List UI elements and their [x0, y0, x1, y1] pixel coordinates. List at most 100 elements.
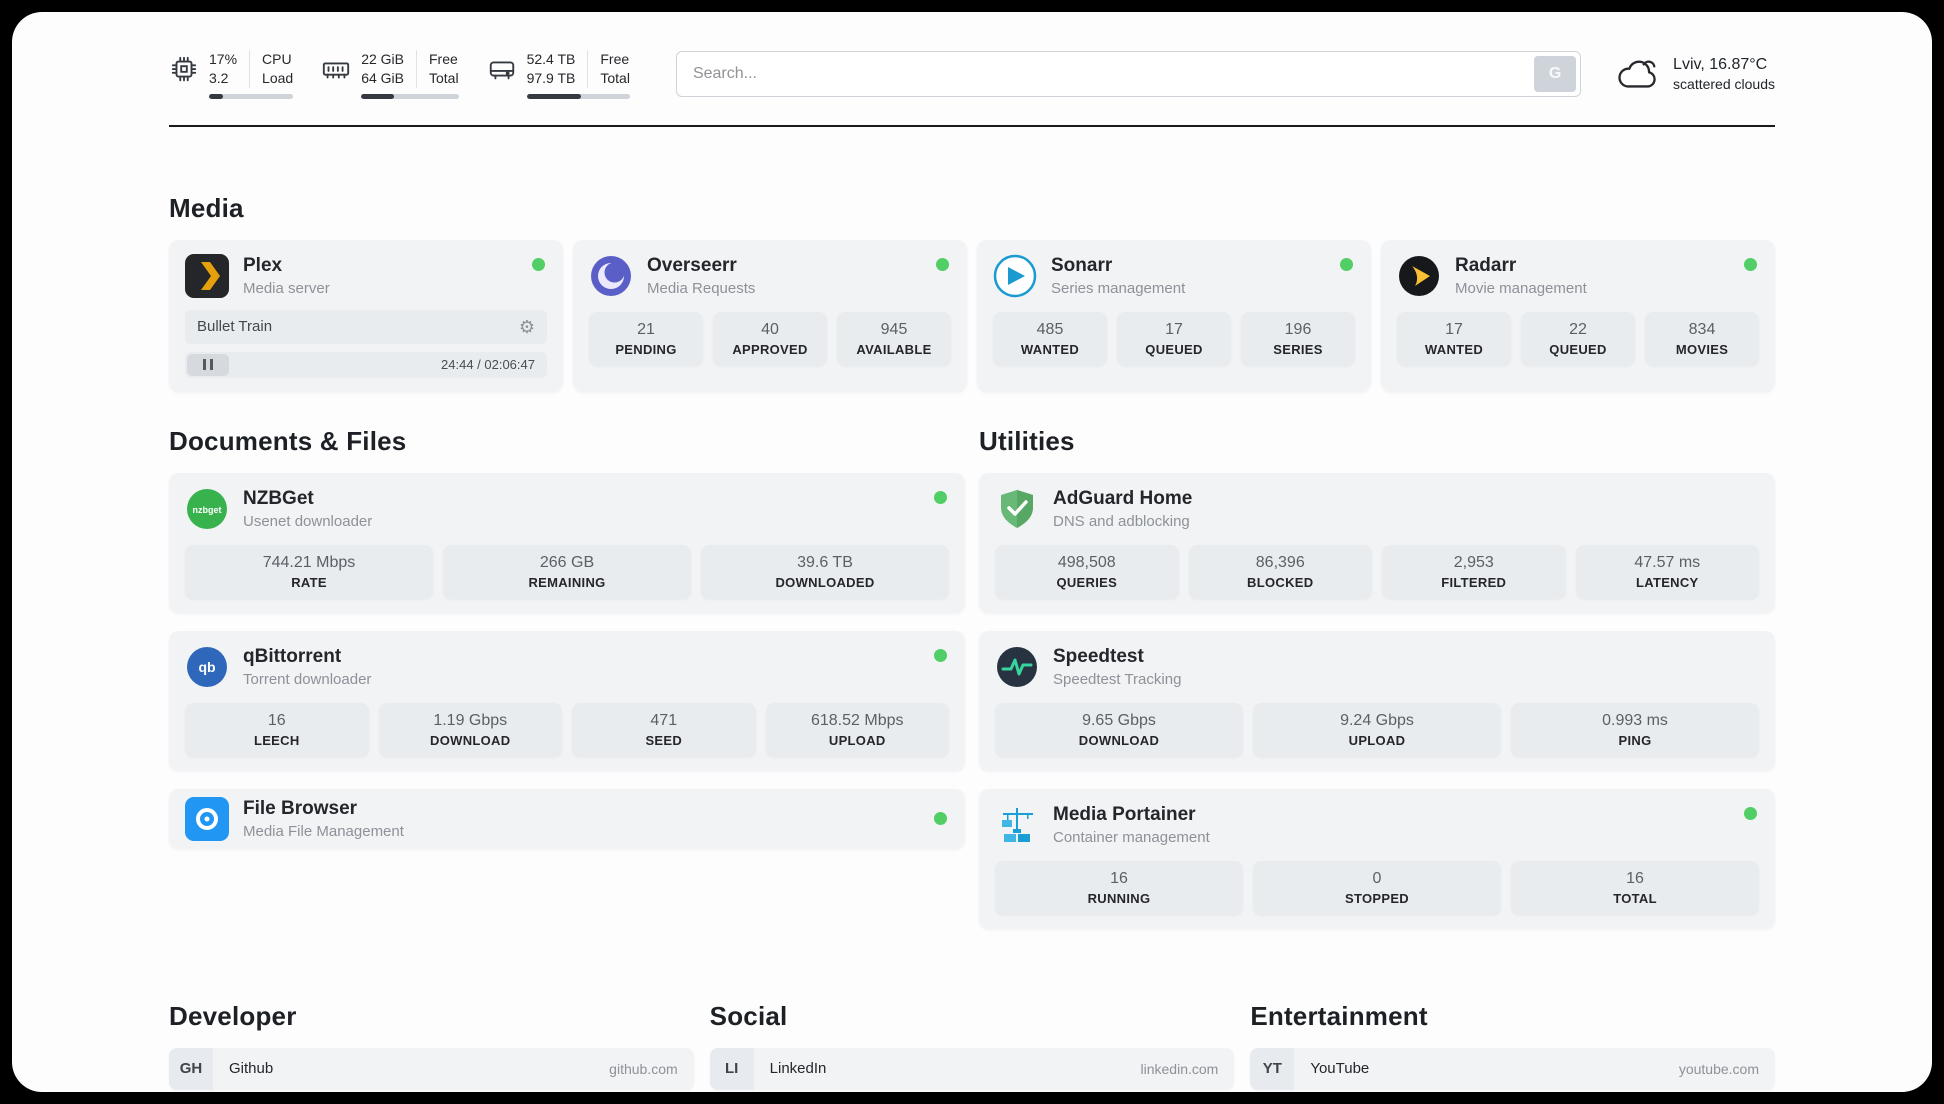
app-card-sonarr[interactable]: Sonarr Series management 485 WANTED 17 Q… — [977, 239, 1371, 392]
stat-label: TOTAL — [1613, 890, 1657, 906]
plex-icon — [185, 253, 229, 298]
app-subtitle: Speedtest Tracking — [1053, 670, 1182, 688]
stat-box: 39.6 TB DOWNLOADED — [701, 544, 949, 599]
app-title: AdGuard Home — [1053, 487, 1193, 509]
status-dot — [532, 257, 545, 271]
stat-box: 17 QUEUED — [1117, 311, 1231, 366]
app-subtitle: Usenet downloader — [243, 512, 373, 530]
app-card-radarr[interactable]: Radarr Movie management 17 WANTED 22 QUE… — [1381, 239, 1775, 392]
stat-value: 17 — [1165, 320, 1183, 338]
stat-box: 498,508 QUERIES — [995, 544, 1179, 599]
status-dot — [934, 648, 947, 662]
app-title: Plex — [243, 254, 283, 276]
stat-box: 485 WANTED — [993, 311, 1107, 366]
ram-meter: 22 GiB 64 GiB Free Total — [321, 50, 459, 99]
link-url: youtube.com — [1678, 1060, 1759, 1077]
link-name: LinkedIn — [769, 1060, 827, 1078]
disk-progress-bar — [526, 93, 630, 99]
app-subtitle: Container management — [1053, 828, 1210, 846]
section-title-social: Social — [709, 1000, 788, 1031]
app-title: qBittorrent — [243, 645, 342, 667]
stat-box: 834 MOVIES — [1645, 311, 1759, 366]
radarr-icon — [1397, 254, 1441, 298]
stat-value: 39.6 TB — [797, 553, 853, 571]
playback-progress-bar[interactable]: 24:44 / 02:06:47 — [185, 351, 547, 378]
link-youtube[interactable]: YT YouTube youtube.com — [1250, 1047, 1775, 1090]
pause-icon[interactable] — [187, 353, 229, 376]
cpu-progress-fill — [209, 93, 224, 99]
status-dot — [1744, 806, 1757, 820]
app-card-plex[interactable]: Plex Media server Bullet Train ⚙ 24:44 /… — [169, 239, 563, 392]
link-url: linkedin.com — [1140, 1060, 1219, 1077]
link-linkedin[interactable]: LI LinkedIn linkedin.com — [709, 1047, 1235, 1090]
app-title: Speedtest — [1053, 645, 1144, 667]
search-bar: G — [675, 51, 1582, 98]
stat-label: LATENCY — [1635, 574, 1699, 590]
section-title-developer: Developer — [169, 1000, 297, 1031]
link-github[interactable]: GH Github github.com — [169, 1047, 694, 1090]
link-name: Github — [229, 1060, 274, 1078]
section-title-media: Media — [169, 192, 244, 223]
overseerr-icon — [589, 254, 633, 298]
stat-label: MOVIES — [1675, 341, 1729, 357]
svg-text:qb: qb — [198, 659, 215, 675]
stat-box: 21 PENDING — [589, 311, 703, 366]
cpu-usage-value: 17% — [209, 51, 238, 67]
stat-value: 744.21 Mbps — [262, 553, 356, 571]
dashboard-panel: 17% 3.2 CPU Load — [12, 12, 1932, 1092]
header-divider — [169, 124, 1775, 127]
section-utilities: Utilities — [979, 426, 1775, 929]
sonarr-icon — [993, 254, 1037, 298]
cpu-progress-bar — [209, 93, 294, 99]
app-card-portainer[interactable]: Media Portainer Container management 16 … — [979, 788, 1775, 929]
stat-value: 22 — [1569, 320, 1587, 338]
settings-gear-icon[interactable]: ⚙ — [518, 316, 535, 337]
app-card-overseerr[interactable]: Overseerr Media Requests 21 PENDING 40 A… — [573, 239, 967, 392]
stat-value: 196 — [1284, 320, 1312, 338]
app-card-qbittorrent[interactable]: qb qBittorrent Torrent downloader 16 LEE… — [169, 630, 965, 771]
app-title: Overseerr — [647, 254, 737, 276]
section-title-utilities: Utilities — [979, 425, 1075, 456]
app-card-speedtest[interactable]: Speedtest Speedtest Tracking 9.65 Gbps D… — [979, 630, 1775, 771]
filebrowser-icon — [185, 796, 229, 841]
section-entertainment: Entertainment YT YouTube youtube.com NF … — [1250, 1001, 1775, 1092]
app-card-nzbget[interactable]: nzbget NZBGet Usenet downloader 744.21 M… — [169, 472, 965, 613]
stat-value: 16 — [1626, 869, 1644, 887]
stat-box: 266 GB REMAINING — [443, 544, 691, 599]
app-title: NZBGet — [243, 487, 314, 509]
plex-now-playing: Bullet Train ⚙ 24:44 / 02:06:47 — [185, 309, 547, 378]
weather-condition: scattered clouds — [1673, 76, 1775, 93]
app-subtitle: DNS and adblocking — [1053, 512, 1190, 530]
section-title-entertainment: Entertainment — [1250, 1000, 1428, 1031]
cpu-meter: 17% 3.2 CPU Load — [169, 50, 294, 99]
ram-icon — [321, 50, 351, 84]
disk-total-label: Total — [600, 69, 630, 86]
app-card-filebrowser[interactable]: File Browser Media File Management — [169, 788, 965, 849]
stat-value: 0.993 ms — [1602, 711, 1668, 729]
stat-box: 22 QUEUED — [1521, 311, 1635, 366]
app-subtitle: Media Requests — [647, 279, 756, 297]
stat-label: APPROVED — [732, 341, 808, 357]
stat-label: LEECH — [253, 732, 300, 748]
stat-label: QUEUED — [1145, 341, 1203, 357]
stat-label: STOPPED — [1345, 890, 1409, 906]
search-engine-button[interactable]: G — [1534, 56, 1577, 93]
section-social: Social LI LinkedIn linkedin.com TW Twitt… — [709, 1000, 1235, 1092]
stat-value: 834 — [1688, 320, 1716, 338]
speedtest-icon — [995, 645, 1039, 689]
stat-label: WANTED — [1020, 341, 1080, 357]
cloud-icon — [1615, 54, 1661, 94]
stat-box: 196 SERIES — [1241, 311, 1355, 366]
status-dot — [934, 490, 947, 504]
ram-total-value: 64 GiB — [361, 69, 404, 86]
stat-value: 16 — [1110, 869, 1128, 887]
stat-label: REMAINING — [528, 574, 606, 590]
stat-box: 16 LEECH — [185, 702, 369, 757]
disk-free-label: Free — [600, 51, 630, 67]
stat-box: 2,953 FILTERED — [1382, 544, 1566, 599]
search-input[interactable] — [675, 51, 1582, 98]
app-card-adguard[interactable]: AdGuard Home DNS and adblocking 498,508 … — [979, 472, 1775, 613]
stat-value: 17 — [1445, 320, 1463, 338]
stat-box: 945 AVAILABLE — [837, 311, 951, 366]
disk-meter: 52.4 TB 97.9 TB Free Total — [487, 50, 630, 99]
